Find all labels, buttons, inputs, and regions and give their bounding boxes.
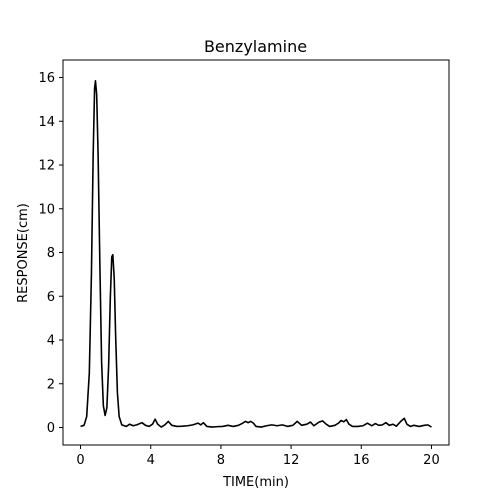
y-tick-label: 12	[38, 159, 55, 174]
y-tick-label: 0	[47, 421, 55, 436]
y-tick-label: 16	[38, 71, 55, 86]
x-axis: 0 4 8 12 16 20	[76, 445, 440, 468]
x-tick-label: 0	[76, 453, 84, 468]
x-axis-label: TIME(min)	[222, 475, 289, 490]
y-axis: 0 2 4 6 8 10 12 14 16	[38, 71, 63, 436]
x-tick-label: 20	[423, 453, 440, 468]
y-axis-label: RESPONSE(cm)	[16, 203, 31, 303]
x-tick-label: 16	[353, 453, 370, 468]
chart-title: Benzylamine	[204, 37, 307, 56]
x-tick-label: 4	[147, 453, 155, 468]
y-tick-label: 2	[47, 377, 55, 392]
y-tick-label: 4	[47, 334, 55, 349]
x-tick-label: 8	[217, 453, 225, 468]
y-tick-label: 10	[38, 202, 55, 217]
x-tick-label: 12	[283, 453, 300, 468]
y-tick-label: 14	[38, 115, 55, 130]
series-line-0	[80, 79, 432, 428]
y-tick-label: 8	[47, 246, 55, 261]
y-tick-label: 6	[47, 290, 55, 305]
plot-area	[80, 79, 432, 428]
